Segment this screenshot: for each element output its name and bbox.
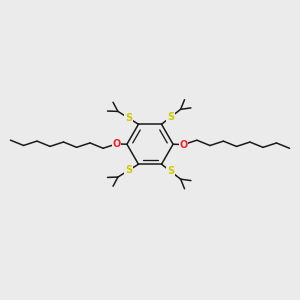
Text: S: S bbox=[125, 165, 132, 175]
Text: O: O bbox=[179, 140, 188, 150]
Text: S: S bbox=[167, 166, 174, 176]
Text: O: O bbox=[112, 139, 121, 149]
Text: S: S bbox=[125, 113, 132, 123]
Text: S: S bbox=[167, 112, 174, 122]
